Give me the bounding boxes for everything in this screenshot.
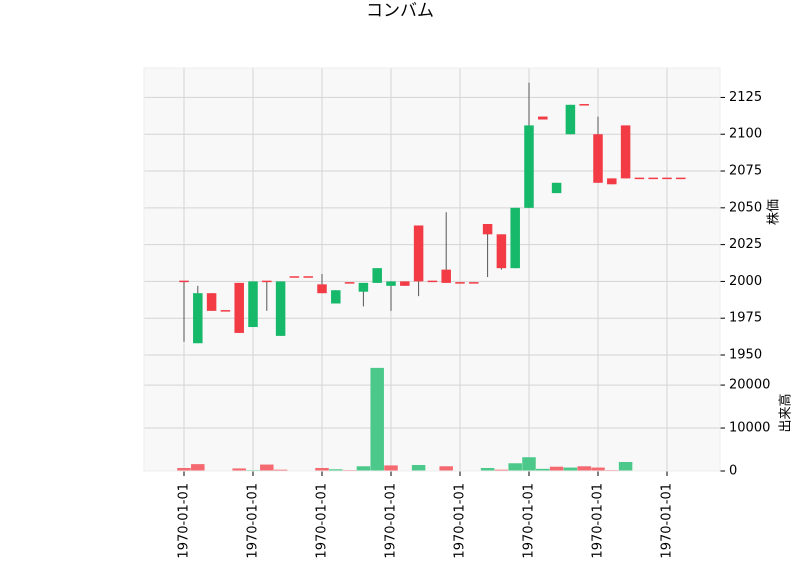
candle-body bbox=[428, 281, 438, 283]
y2-tick-label: 10000 bbox=[729, 421, 770, 436]
volume-bar bbox=[384, 465, 398, 471]
candle-body bbox=[262, 281, 272, 283]
candle-body bbox=[331, 290, 341, 303]
candle-body bbox=[607, 178, 617, 184]
volume-bar bbox=[439, 466, 453, 471]
candle-body bbox=[414, 225, 424, 281]
volume-bar bbox=[508, 463, 522, 471]
candle-body bbox=[276, 281, 286, 335]
candle-body bbox=[372, 268, 382, 283]
volume-bar bbox=[591, 468, 605, 471]
candle-body bbox=[345, 282, 355, 284]
candle-body bbox=[290, 276, 300, 278]
candle-body bbox=[234, 283, 244, 333]
candle-body bbox=[538, 117, 548, 120]
y-tick-label: 2025 bbox=[729, 237, 762, 252]
y-tick-label: 2000 bbox=[729, 274, 762, 289]
x-tick-label: 1970-01-01 bbox=[177, 483, 192, 559]
candle-body bbox=[676, 178, 686, 180]
candle-body bbox=[552, 183, 562, 193]
candle-body bbox=[621, 125, 631, 178]
y-tick-label: 2075 bbox=[729, 164, 762, 179]
y-tick-label: 2050 bbox=[729, 200, 762, 215]
candle-body bbox=[441, 270, 451, 283]
candle-body bbox=[469, 282, 479, 284]
x-tick-label: 1970-01-01 bbox=[591, 483, 606, 559]
y-axis-label: 株価 bbox=[767, 199, 782, 225]
candle-body bbox=[193, 293, 203, 343]
volume-bar bbox=[191, 464, 205, 471]
candle-body bbox=[524, 125, 534, 207]
chart-title: コンバム bbox=[366, 1, 434, 21]
candle-body bbox=[179, 281, 189, 283]
price-panel bbox=[144, 68, 720, 355]
candle-body bbox=[455, 282, 465, 284]
candle-body bbox=[579, 104, 589, 106]
volume-bar bbox=[619, 462, 633, 471]
y-tick-label: 1950 bbox=[729, 348, 762, 363]
candle-body bbox=[497, 234, 507, 268]
candle-body bbox=[635, 178, 645, 180]
volume-bar bbox=[550, 467, 564, 471]
y2-tick-label: 0 bbox=[729, 464, 737, 479]
volume-bar bbox=[564, 468, 578, 471]
volume-panel bbox=[144, 355, 720, 471]
y-tick-label: 2100 bbox=[729, 127, 762, 142]
candle-body bbox=[303, 276, 313, 278]
candle-body bbox=[510, 208, 520, 268]
candle-body bbox=[483, 224, 493, 234]
volume-bar bbox=[370, 368, 384, 471]
candle-body bbox=[648, 178, 658, 180]
candle-body bbox=[566, 105, 576, 134]
volume-bar bbox=[577, 466, 591, 471]
volume-bar bbox=[412, 465, 426, 471]
y2-tick-label: 20000 bbox=[729, 378, 770, 393]
candle-body bbox=[207, 293, 217, 311]
candle-body bbox=[593, 134, 603, 183]
y-tick-label: 1975 bbox=[729, 311, 762, 326]
volume-bar bbox=[357, 466, 371, 471]
x-tick-label: 1970-01-01 bbox=[315, 483, 330, 559]
candle-body bbox=[386, 281, 396, 285]
candle-body bbox=[400, 281, 410, 285]
volume-bar bbox=[522, 457, 536, 471]
x-tick-label: 1970-01-01 bbox=[522, 483, 537, 559]
x-tick-label: 1970-01-01 bbox=[453, 483, 468, 559]
volume-bar bbox=[260, 465, 274, 471]
y2-axis-label: 出来高 bbox=[778, 393, 794, 432]
candle-body bbox=[248, 281, 258, 327]
candle-body bbox=[317, 284, 327, 293]
x-tick-label: 1970-01-01 bbox=[246, 483, 261, 559]
y-tick-label: 2125 bbox=[729, 90, 762, 105]
candle-body bbox=[359, 283, 369, 292]
candle-body bbox=[221, 310, 231, 312]
x-tick-label: 1970-01-01 bbox=[384, 483, 399, 559]
candle-body bbox=[662, 178, 672, 180]
x-tick-label: 1970-01-01 bbox=[660, 483, 675, 559]
